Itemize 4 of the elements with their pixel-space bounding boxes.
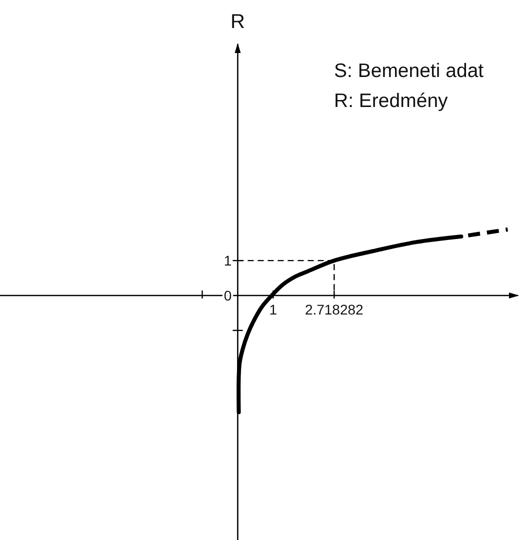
- x-tick-label: 2.718282: [304, 301, 364, 318]
- annotation: R: Eredmény: [334, 90, 448, 112]
- y-axis-title: R: [230, 11, 245, 33]
- annotation: S: Bemeneti adat: [334, 60, 484, 82]
